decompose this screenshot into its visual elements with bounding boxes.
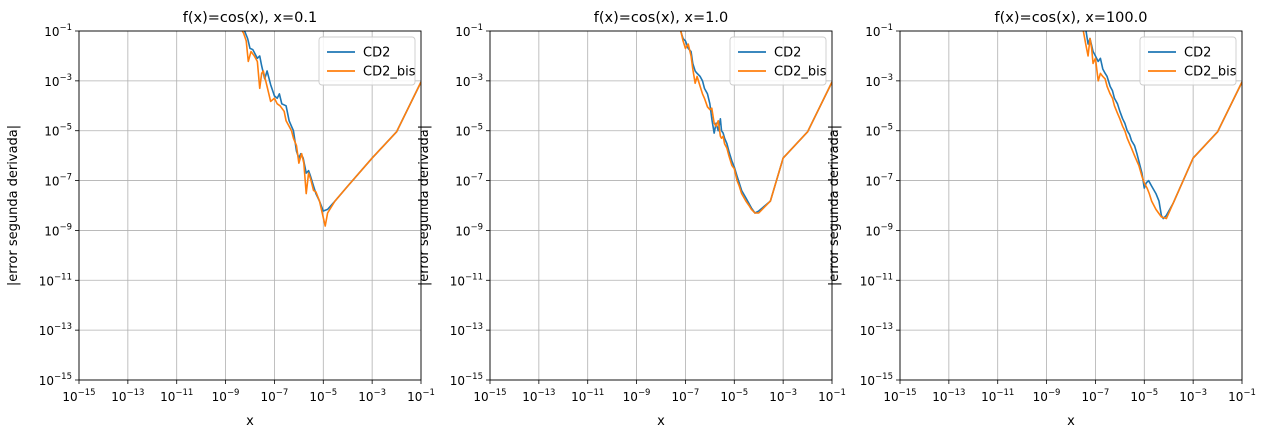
x-axis-label: x xyxy=(657,414,665,429)
chart-panel-2: 10−15 10−13 10−11 10−9 10−7 10−5 10−3 10−1 10−15… xyxy=(417,10,846,429)
y-tick-label: 10−3 xyxy=(455,73,483,89)
y-tick-label: 10−11 xyxy=(450,272,483,288)
y-tick-label: 10−15 xyxy=(39,372,72,388)
x-tick-label: 10−7 xyxy=(261,388,289,404)
chart-panel-3: 10−15 10−13 10−11 10−9 10−7 10−5 10−3 10−1 10−15… xyxy=(827,10,1256,429)
y-tick-label: 10−1 xyxy=(455,23,483,39)
y-tick-label: 10−13 xyxy=(450,322,483,338)
series-line-cd2 xyxy=(243,31,421,212)
series-line-cd2-bis xyxy=(1082,31,1242,220)
plot-frame xyxy=(899,30,1243,381)
x-tick-label: 10−1 xyxy=(407,388,435,404)
series-line-cd2-bis xyxy=(241,31,421,227)
legend-box xyxy=(318,36,416,86)
legend-label: CD2 xyxy=(1184,46,1211,61)
y-tick-label: 10−7 xyxy=(44,173,72,189)
y-tick-label: 10−11 xyxy=(39,272,72,288)
legend-label: CD2_bis xyxy=(774,65,827,80)
x-tick-label: 10−5 xyxy=(720,388,748,404)
plot-frame xyxy=(489,30,833,381)
chart-panel-1: 10−15 10−13 10−11 10−9 10−7 10−5 10−3 10−1 10−15… xyxy=(6,10,435,429)
x-tick-label: 10−11 xyxy=(981,388,1014,404)
legend: CD2 CD2_bis xyxy=(318,36,416,86)
legend-label: CD2_bis xyxy=(1184,65,1237,80)
chart-title: f(x)=cos(x), x=100.0 xyxy=(995,10,1148,26)
y-tick-label: 10−1 xyxy=(44,23,72,39)
x-tick-label: 10−5 xyxy=(1130,388,1158,404)
x-tick-label: 10−3 xyxy=(1179,388,1207,404)
legend-box xyxy=(1139,36,1237,86)
x-tick-label: 10−11 xyxy=(571,388,604,404)
x-tick-label: 10−3 xyxy=(358,388,386,404)
y-tick-label: 10−9 xyxy=(455,222,483,238)
y-axis-label: |error segunda derivada| xyxy=(827,125,842,286)
x-tick-label: 10−13 xyxy=(522,388,555,404)
plot-frame xyxy=(78,30,422,381)
x-tick-label: 10−15 xyxy=(473,388,506,404)
legend-label: CD2_bis xyxy=(363,65,416,80)
y-tick-label: 10−7 xyxy=(455,173,483,189)
x-axis-label: x xyxy=(246,414,254,429)
legend-label: CD2 xyxy=(774,46,801,61)
x-tick-label: 10−7 xyxy=(1082,388,1110,404)
x-tick-label: 10−13 xyxy=(111,388,144,404)
chart-title: f(x)=cos(x), x=0.1 xyxy=(183,10,317,26)
x-tick-label: 10−5 xyxy=(309,388,337,404)
y-axis-label: |error segunda derivada| xyxy=(6,125,21,286)
legend: CD2 CD2_bis xyxy=(729,36,827,86)
y-tick-label: 10−15 xyxy=(450,372,483,388)
x-tick-label: 10−15 xyxy=(62,388,95,404)
y-tick-label: 10−13 xyxy=(860,322,893,338)
legend-box xyxy=(729,36,827,86)
x-tick-label: 10−13 xyxy=(932,388,965,404)
y-tick-label: 10−1 xyxy=(865,23,893,39)
x-tick-label: 10−1 xyxy=(1228,388,1256,404)
y-tick-label: 10−7 xyxy=(865,173,893,189)
chart-title: f(x)=cos(x), x=1.0 xyxy=(594,10,728,26)
x-tick-label: 10−7 xyxy=(672,388,700,404)
y-tick-label: 10−5 xyxy=(865,123,893,139)
y-tick-label: 10−11 xyxy=(860,272,893,288)
y-tick-label: 10−15 xyxy=(860,372,893,388)
x-tick-label: 10−9 xyxy=(212,388,240,404)
y-tick-label: 10−9 xyxy=(44,222,72,238)
y-tick-label: 10−3 xyxy=(44,73,72,89)
legend-label: CD2 xyxy=(363,46,390,61)
x-tick-label: 10−9 xyxy=(1033,388,1061,404)
y-tick-label: 10−9 xyxy=(865,222,893,238)
y-axis-label: |error segunda derivada| xyxy=(417,125,432,286)
series-line-cd2 xyxy=(1085,31,1242,220)
legend: CD2 CD2_bis xyxy=(1139,36,1237,86)
x-tick-label: 10−9 xyxy=(623,388,651,404)
x-tick-label: 10−15 xyxy=(883,388,916,404)
y-tick-label: 10−3 xyxy=(865,73,893,89)
x-tick-label: 10−1 xyxy=(818,388,846,404)
x-axis-label: x xyxy=(1067,414,1075,429)
x-tick-label: 10−3 xyxy=(769,388,797,404)
series-line-cd2-bis xyxy=(680,31,832,214)
y-tick-label: 10−13 xyxy=(39,322,72,338)
y-tick-label: 10−5 xyxy=(455,123,483,139)
x-tick-label: 10−11 xyxy=(160,388,193,404)
y-tick-label: 10−5 xyxy=(44,123,72,139)
